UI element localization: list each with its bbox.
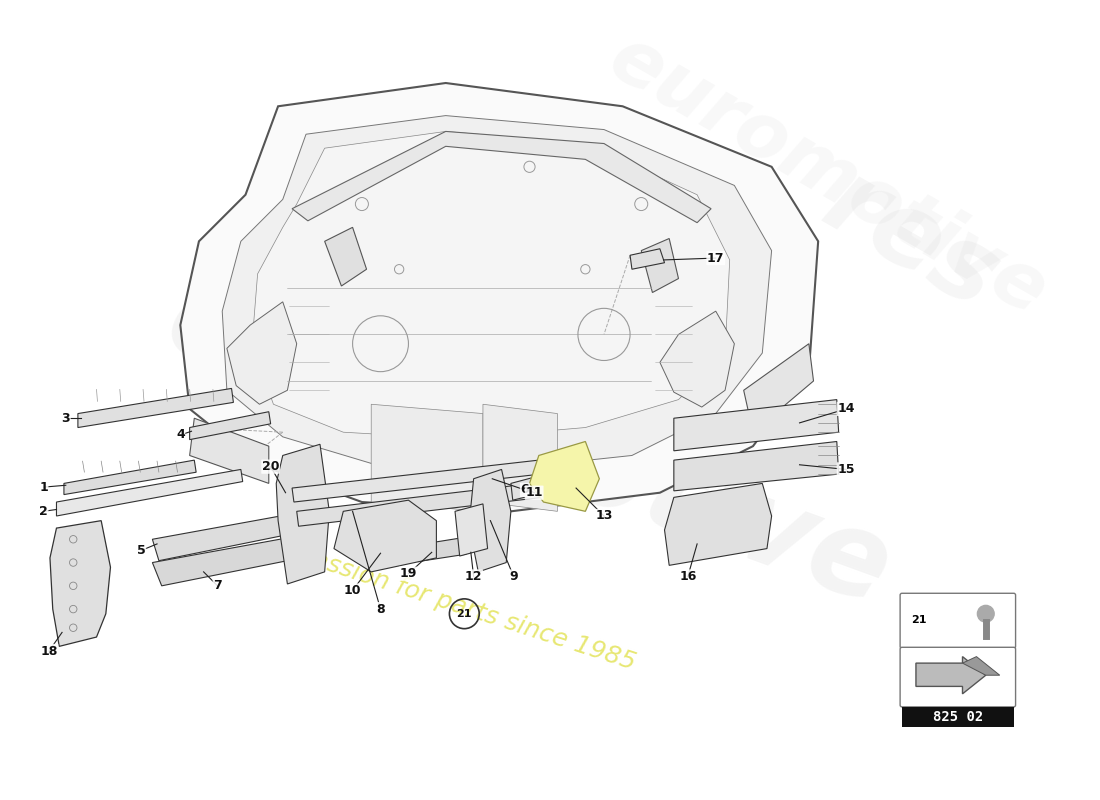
Polygon shape — [64, 460, 196, 494]
Text: 14: 14 — [837, 402, 855, 415]
Text: 21: 21 — [456, 609, 472, 618]
Text: 13: 13 — [595, 510, 613, 522]
Text: res: res — [806, 151, 1016, 331]
Text: 11: 11 — [526, 486, 543, 499]
Polygon shape — [276, 444, 329, 584]
Text: 20: 20 — [262, 460, 279, 473]
Text: 1: 1 — [40, 481, 47, 494]
Polygon shape — [293, 131, 711, 222]
Polygon shape — [153, 533, 324, 586]
Polygon shape — [334, 500, 437, 572]
Polygon shape — [56, 470, 243, 516]
Polygon shape — [641, 238, 679, 293]
Polygon shape — [371, 404, 483, 511]
Polygon shape — [483, 404, 558, 511]
Polygon shape — [744, 344, 814, 432]
Text: 15: 15 — [837, 463, 855, 476]
Text: 2: 2 — [40, 505, 47, 518]
Polygon shape — [180, 83, 818, 511]
Text: 8: 8 — [376, 602, 385, 616]
Text: 10: 10 — [344, 584, 361, 597]
Polygon shape — [324, 227, 366, 286]
Text: 9: 9 — [509, 570, 518, 583]
Polygon shape — [962, 657, 1000, 675]
Polygon shape — [297, 482, 550, 526]
Text: 17: 17 — [707, 251, 725, 265]
Text: 3: 3 — [62, 412, 70, 425]
Polygon shape — [189, 418, 268, 483]
Text: 16: 16 — [679, 570, 696, 583]
Polygon shape — [455, 504, 487, 556]
Polygon shape — [916, 657, 986, 694]
Text: 18: 18 — [41, 645, 57, 658]
Text: euromotive: euromotive — [596, 21, 1059, 331]
Text: 19: 19 — [399, 567, 417, 580]
Polygon shape — [252, 131, 729, 438]
Text: 6: 6 — [520, 483, 529, 497]
Polygon shape — [660, 311, 735, 407]
Polygon shape — [418, 538, 466, 562]
Polygon shape — [630, 249, 664, 270]
Text: a passion for parts since 1985: a passion for parts since 1985 — [272, 534, 638, 674]
Circle shape — [978, 606, 994, 622]
Polygon shape — [222, 115, 771, 470]
Polygon shape — [50, 521, 110, 646]
Polygon shape — [510, 476, 543, 500]
Polygon shape — [469, 470, 510, 572]
Text: 12: 12 — [465, 570, 483, 583]
Polygon shape — [293, 460, 541, 502]
Text: 21: 21 — [911, 615, 927, 626]
FancyBboxPatch shape — [900, 647, 1015, 707]
Text: 4: 4 — [176, 429, 185, 442]
Text: 5: 5 — [136, 544, 145, 557]
Polygon shape — [78, 389, 233, 427]
Text: 7: 7 — [213, 579, 222, 592]
Polygon shape — [227, 302, 297, 404]
FancyBboxPatch shape — [900, 594, 1015, 648]
Polygon shape — [153, 511, 310, 561]
Polygon shape — [664, 483, 771, 566]
Polygon shape — [529, 442, 600, 511]
Polygon shape — [674, 442, 838, 491]
Polygon shape — [189, 412, 271, 440]
Text: 825 02: 825 02 — [933, 710, 983, 724]
FancyBboxPatch shape — [902, 707, 1014, 727]
Text: euromotive: euromotive — [152, 262, 906, 630]
Polygon shape — [674, 399, 838, 451]
